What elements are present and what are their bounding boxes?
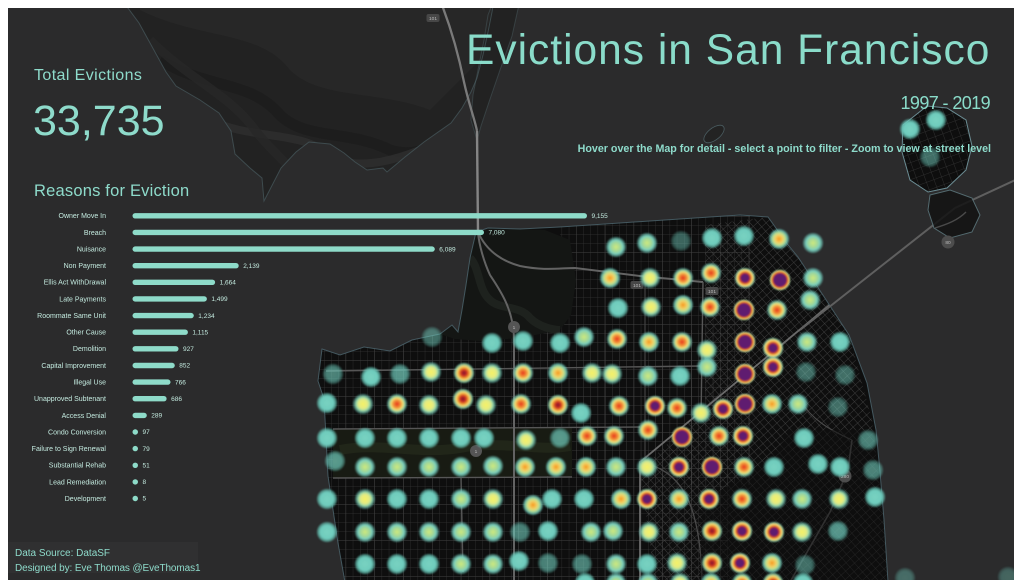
svg-text:Roommate Same Unit: Roommate Same Unit	[37, 313, 106, 320]
svg-text:927: 927	[183, 346, 194, 353]
svg-text:80: 80	[945, 240, 951, 246]
svg-text:Late Payments: Late Payments	[59, 296, 106, 303]
svg-text:Other Cause: Other Cause	[66, 330, 106, 337]
svg-text:2,139: 2,139	[243, 263, 260, 270]
svg-text:Data Source: DataSF: Data Source: DataSF	[15, 548, 110, 559]
svg-text:Ellis Act WithDrawal: Ellis Act WithDrawal	[44, 280, 107, 287]
svg-text:Failure to Sign Renewal: Failure to Sign Renewal	[32, 446, 107, 453]
svg-text:Development: Development	[65, 496, 106, 503]
svg-text:1,115: 1,115	[192, 329, 208, 336]
svg-text:Condo Conversion: Condo Conversion	[48, 429, 106, 436]
svg-text:101: 101	[633, 283, 641, 289]
svg-text:1997 - 2019: 1997 - 2019	[901, 93, 991, 113]
svg-text:8: 8	[143, 479, 147, 486]
svg-text:Evictions in San Francisco: Evictions in San Francisco	[466, 27, 990, 74]
svg-text:852: 852	[179, 363, 190, 370]
svg-text:51: 51	[143, 462, 151, 469]
svg-text:Illegal Use: Illegal Use	[73, 380, 106, 387]
svg-text:Breach: Breach	[84, 230, 106, 237]
svg-text:Nuisance: Nuisance	[77, 247, 106, 254]
svg-text:Lead Remediation: Lead Remediation	[49, 479, 106, 486]
svg-text:766: 766	[175, 379, 186, 386]
svg-text:Designed by: Eve Thomas @EveTh: Designed by: Eve Thomas @EveThomas1	[15, 563, 201, 574]
svg-text:Owner Move In: Owner Move In	[59, 213, 107, 220]
svg-text:1: 1	[475, 449, 478, 455]
svg-text:1: 1	[513, 325, 516, 331]
svg-text:Reasons for Eviction: Reasons for Eviction	[34, 182, 189, 200]
svg-text:5: 5	[143, 496, 147, 503]
svg-text:6,089: 6,089	[439, 246, 456, 253]
svg-text:79: 79	[143, 446, 151, 453]
svg-text:9,155: 9,155	[592, 213, 609, 220]
svg-text:7,080: 7,080	[489, 230, 506, 237]
svg-text:280: 280	[841, 474, 849, 480]
svg-text:686: 686	[171, 396, 182, 403]
svg-text:33,735: 33,735	[33, 97, 165, 145]
svg-text:Capital Improvement: Capital Improvement	[41, 363, 106, 370]
svg-text:Total Evictions: Total Evictions	[34, 67, 142, 84]
svg-text:1,664: 1,664	[220, 280, 237, 287]
svg-text:1,234: 1,234	[198, 313, 215, 320]
svg-text:1,499: 1,499	[211, 296, 228, 303]
svg-text:Demolition: Demolition	[73, 346, 106, 353]
svg-text:289: 289	[151, 413, 162, 420]
svg-text:101: 101	[708, 289, 716, 295]
svg-text:Non Payment: Non Payment	[64, 263, 106, 270]
svg-text:Hover over the Map for detail: Hover over the Map for detail - select a…	[578, 143, 991, 155]
svg-text:Unapproved Subtenant: Unapproved Subtenant	[34, 396, 106, 403]
svg-text:97: 97	[143, 429, 151, 436]
svg-text:101: 101	[429, 16, 437, 22]
svg-text:Substantial Rehab: Substantial Rehab	[49, 463, 106, 470]
svg-text:Access Denial: Access Denial	[62, 413, 107, 420]
